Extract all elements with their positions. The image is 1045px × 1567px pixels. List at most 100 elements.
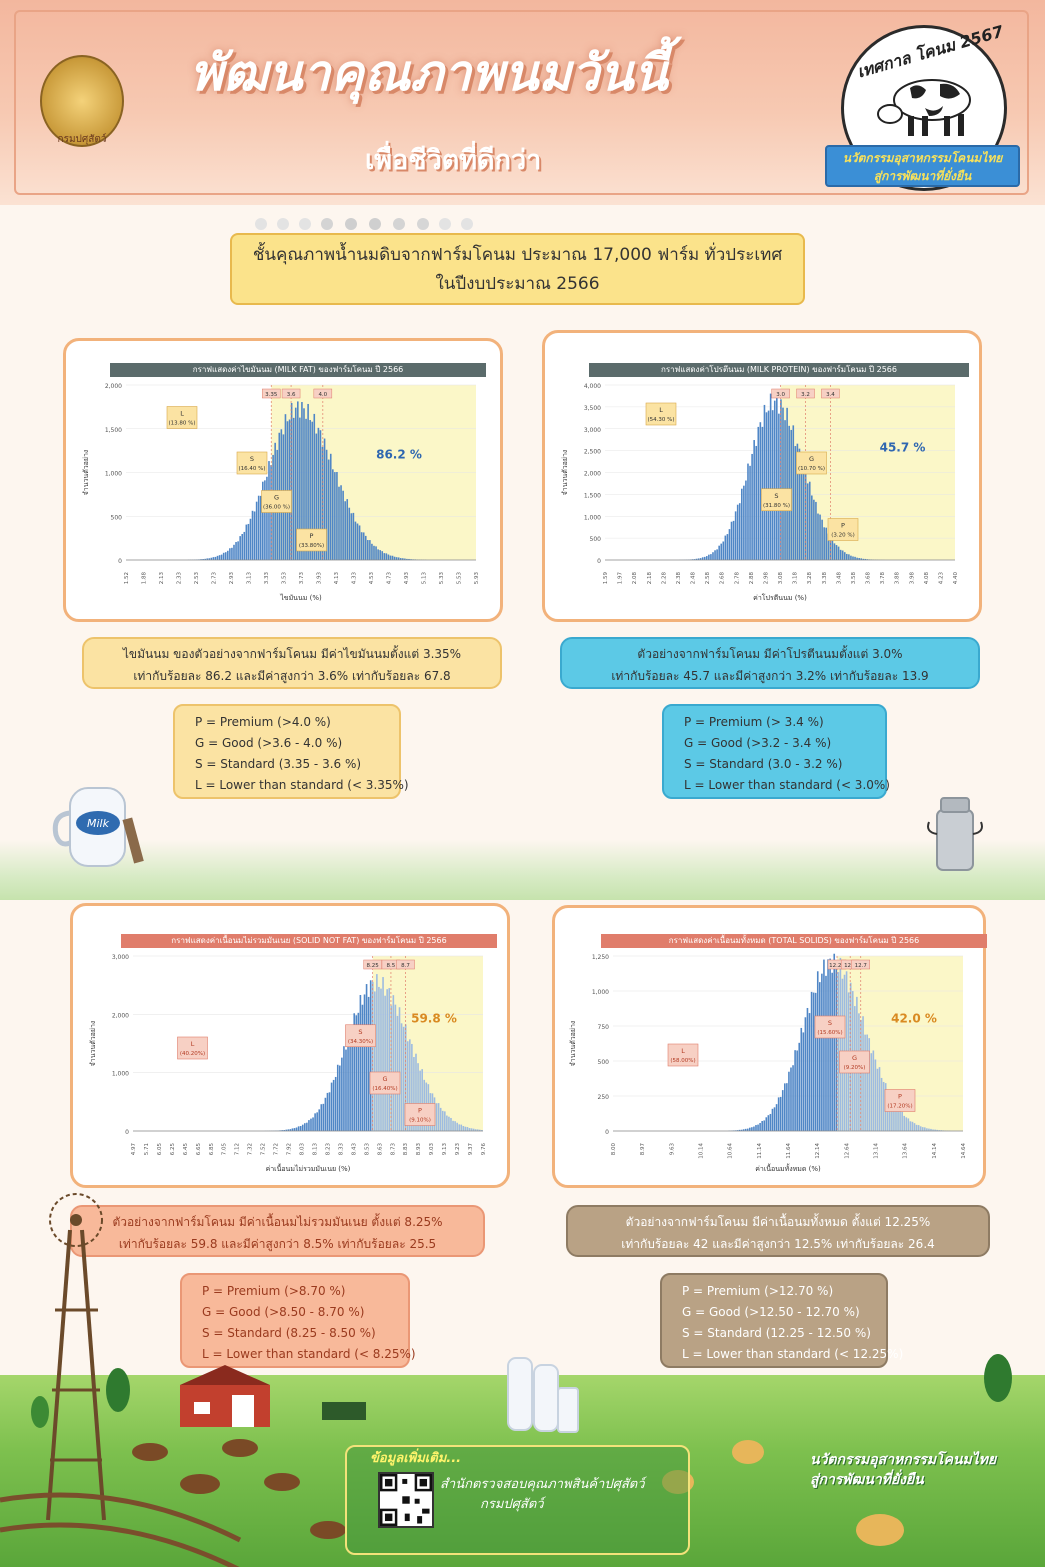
threshold-marker	[396, 959, 415, 970]
x-tick-label: 1.52	[124, 572, 130, 584]
threshold-label: 3.6	[287, 392, 296, 398]
histogram-bar	[413, 1057, 415, 1131]
histogram-bar	[308, 1120, 310, 1131]
festival-tag-line2: สู่การพัฒนาที่ยั่งยืน	[873, 169, 972, 183]
threshold-label: 4.0	[318, 392, 327, 398]
dot	[439, 218, 451, 230]
more-info-heading: ข้อมูลเพิ่มเติม...	[370, 1451, 462, 1466]
x-tick-label: 8.73	[390, 1143, 396, 1156]
threshold-marker	[796, 388, 815, 399]
histogram-bar	[765, 412, 768, 560]
label-S-grade: S	[358, 1028, 362, 1036]
histogram-bar	[253, 511, 256, 560]
x-tick-label: 12.64	[844, 1143, 850, 1159]
histogram-bar	[214, 556, 217, 560]
histogram-bar	[825, 975, 827, 1131]
histogram-bar	[323, 438, 326, 560]
histogram-bar	[839, 957, 842, 1131]
histogram-bar	[229, 548, 231, 560]
x-tick-label: 3.13	[247, 572, 253, 585]
threshold-label: 12.25	[829, 963, 845, 969]
histogram-bar	[738, 1129, 741, 1131]
histogram-bar	[794, 1050, 796, 1131]
chart-title: กราฟแสดงค่าไขมันนม (MILK FAT) ของฟาร์มโค…	[110, 363, 486, 377]
histogram-bar	[779, 1096, 782, 1131]
histogram-bar	[736, 1130, 739, 1131]
y-tick-label: 0	[118, 558, 122, 565]
histogram-bar	[259, 495, 262, 560]
histogram-bar	[227, 550, 229, 560]
chart-panel-milk-protein: กราฟแสดงค่าโปรตีนนม (MILK PROTEIN) ของฟา…	[542, 330, 982, 622]
histogram-bar	[332, 1079, 335, 1131]
label-L-percent: (58.00%)	[670, 1058, 695, 1064]
threshold-label: 3.0	[776, 392, 785, 398]
histogram-bar	[775, 1104, 778, 1131]
histogram-bar	[353, 1013, 356, 1131]
tractor-icon	[322, 1402, 366, 1420]
legend-solid-not-fat: P = Premium (>8.70 %) G = Good (>8.50 - 8…	[180, 1273, 416, 1368]
histogram-bar	[237, 541, 239, 560]
histogram-bar	[773, 1107, 776, 1131]
histogram-bar	[363, 994, 366, 1131]
histogram-bar	[206, 558, 209, 560]
histogram-bar	[439, 1107, 442, 1131]
histogram-bar	[297, 1126, 300, 1131]
histogram-bar	[419, 1070, 421, 1131]
dot	[417, 218, 429, 230]
x-tick-label: 8.13	[312, 1143, 318, 1156]
x-tick-label: 4.23	[938, 572, 944, 585]
histogram-bar	[316, 1112, 318, 1131]
x-tick-label: 3.68	[866, 572, 872, 585]
x-axis-label: ค่าเนื้อนมไม่รวมมันเนย (%)	[266, 1162, 351, 1173]
x-axis-label: ค่าเนื้อนมทั้งหมด (%)	[755, 1162, 821, 1173]
threshold-marker	[821, 388, 840, 399]
histogram-bar	[397, 557, 400, 560]
info-line2: กรมปศุสัตว์	[480, 1497, 544, 1512]
y-tick-label: 1,000	[112, 1071, 129, 1078]
milk-jug-icon: Milk	[52, 787, 144, 867]
histogram-bar	[745, 480, 747, 560]
legend-item: S = Standard (3.0 - 3.2 %)	[684, 757, 843, 771]
histogram-bar	[336, 1064, 339, 1131]
histogram-bar	[708, 554, 710, 560]
chart-title: กราฟแสดงค่าเนื้อนมไม่รวมมันเนย (SOLID NO…	[121, 934, 497, 948]
histogram-bar	[777, 1097, 780, 1131]
histogram-bar	[247, 523, 250, 560]
histogram-bar	[901, 1111, 903, 1131]
histogram-bar	[472, 1128, 475, 1131]
label-P-grade: P	[898, 1093, 902, 1101]
histogram-bar	[399, 558, 402, 560]
histogram-bar	[309, 420, 311, 560]
label-G-box	[369, 1071, 401, 1095]
histogram-bar	[324, 1097, 327, 1131]
label-P-grade: P	[841, 522, 845, 530]
threshold-label: 8.25	[367, 963, 380, 969]
histogram-bar	[398, 1007, 401, 1131]
label-P-grade: P	[418, 1107, 422, 1115]
histogram-bar	[301, 402, 303, 560]
histogram-bar	[262, 481, 264, 560]
histogram-bar	[921, 1127, 924, 1131]
histogram-bar	[458, 1124, 461, 1131]
label-G-percent: (36.00 %)	[263, 505, 290, 511]
histogram-bar	[388, 988, 391, 1131]
histogram-bar	[889, 1093, 891, 1131]
histogram-bar	[880, 1077, 883, 1131]
histogram-bar	[216, 555, 219, 560]
legend-milk-fat: P = Premium (>4.0 %) G = Good (>3.6 - 4.0…	[173, 704, 409, 799]
histogram-bar	[255, 501, 258, 560]
x-tick-label: 13.14	[874, 1143, 880, 1159]
caption-line1: ตัวอย่างจากฟาร์มโคนม มีค่าโปรตีนนมตั้งแต…	[637, 647, 903, 661]
x-tick-label: 8.97	[640, 1143, 646, 1156]
histogram-bar	[356, 523, 359, 560]
histogram-bar	[208, 558, 211, 560]
caption-line2: เท่ากับร้อยละ 59.8 และมีค่าสูงกว่า 8.5% …	[118, 1237, 437, 1251]
x-tick-label: 2.33	[177, 572, 183, 585]
threshold-marker	[363, 959, 382, 970]
label-L-box	[645, 402, 677, 426]
histogram-bar	[839, 549, 842, 560]
x-tick-label: 5.53	[457, 572, 463, 585]
qr-code-icon[interactable]	[378, 1472, 434, 1528]
more-info-text: สำนักตรวจสอบคุณภาพสินค้าปศุสัตว์ กรมปศุส…	[440, 1475, 645, 1515]
y-tick-label: 1,000	[105, 471, 122, 478]
